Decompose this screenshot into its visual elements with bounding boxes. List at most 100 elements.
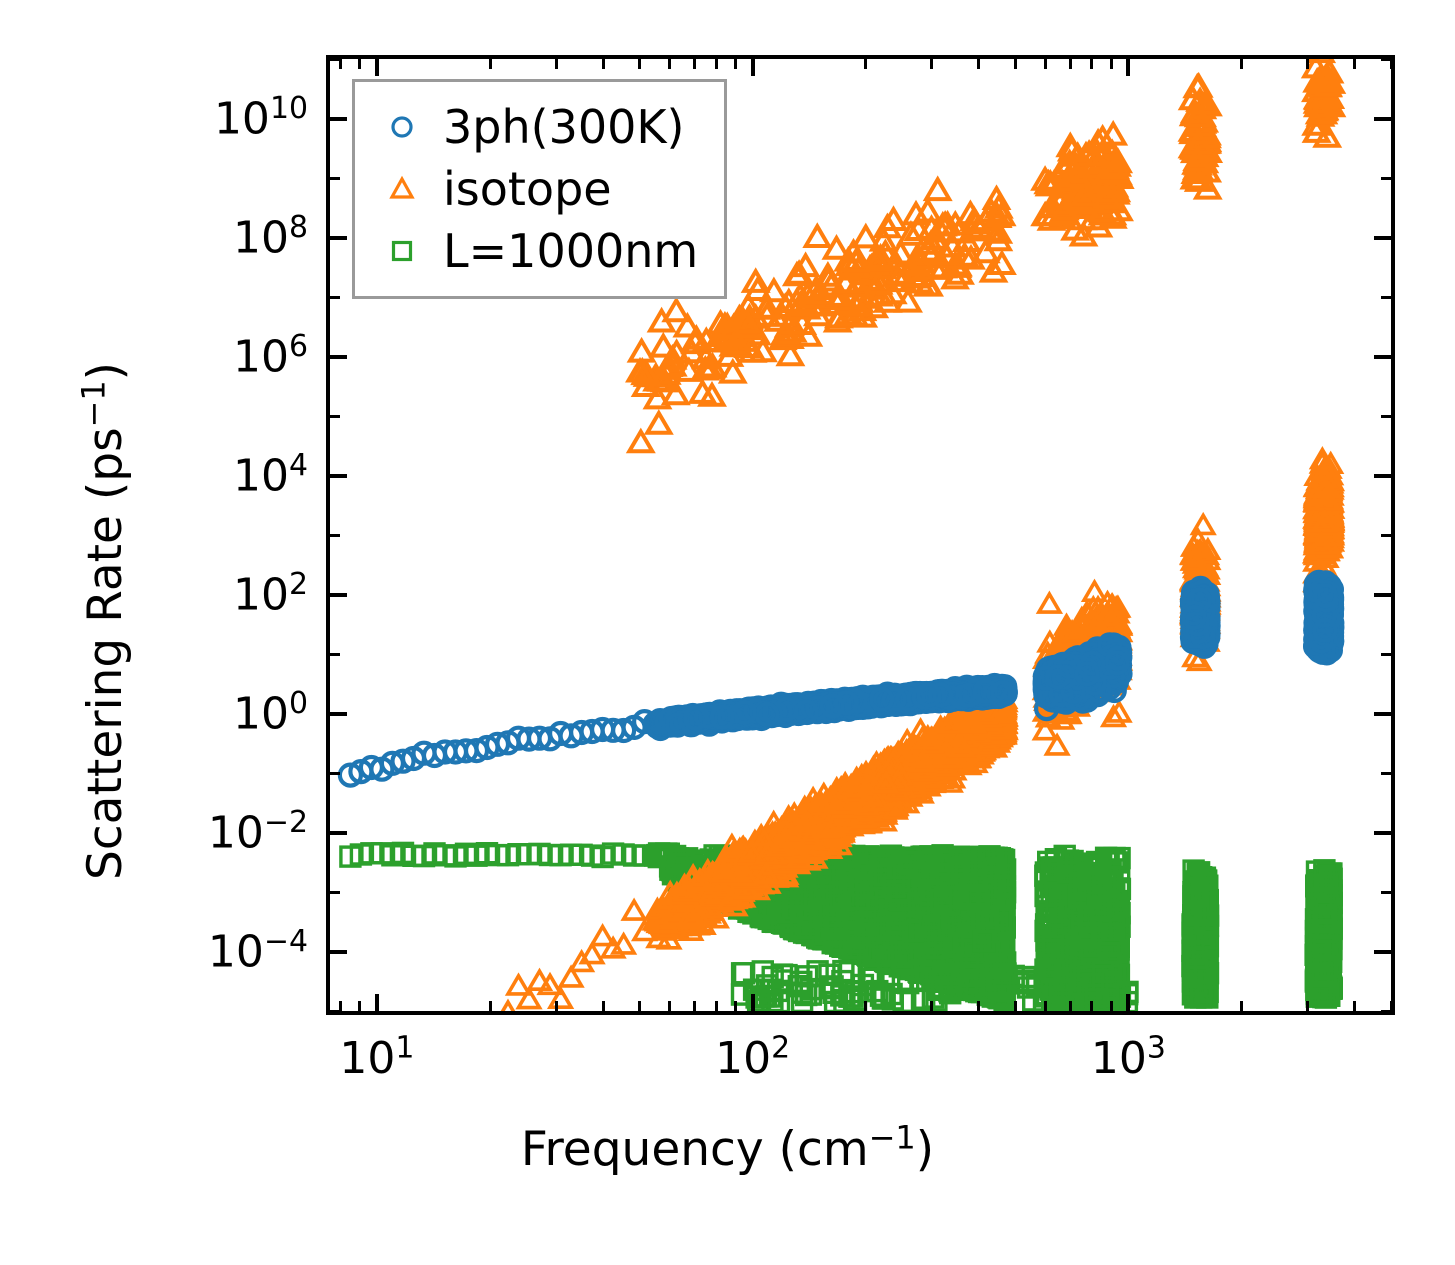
- y-tick-major: [1374, 950, 1391, 954]
- legend-label-isotope: isotope: [443, 162, 612, 216]
- x-tick-minor-top: [555, 59, 558, 69]
- x-tick-minor: [339, 1001, 342, 1011]
- y-tick-label-2: 106: [233, 331, 308, 382]
- x-tick-minor-top: [339, 59, 342, 69]
- x-tick-minor: [555, 1001, 558, 1011]
- y-tick-major-left: [330, 593, 347, 597]
- y-tick-minor: [330, 534, 340, 537]
- x-tick-label-2: 103: [1091, 1033, 1166, 1084]
- x-tick-minor: [1390, 1001, 1393, 1011]
- legend-label-3ph: 3ph(300K): [443, 100, 684, 154]
- y-tick-major: [1374, 236, 1391, 240]
- x-tick-minor: [1306, 1001, 1309, 1011]
- x-tick-minor: [1014, 1001, 1017, 1011]
- y-tick-major-left: [330, 831, 347, 835]
- x-tick-minor-top: [1090, 59, 1093, 69]
- x-tick-minor-top: [1240, 59, 1243, 69]
- y-tick-minor-right: [1381, 653, 1391, 656]
- x-tick-minor-top: [1069, 59, 1072, 69]
- y-tick-major-left: [330, 117, 347, 121]
- x-tick-minor-top: [602, 59, 605, 69]
- x-tick-minor-top: [1353, 59, 1356, 69]
- y-tick-minor-right: [1381, 534, 1391, 537]
- x-tick-major: [751, 994, 755, 1011]
- x-tick-minor-top: [1014, 59, 1017, 69]
- x-tick-minor-top: [358, 59, 361, 69]
- x-tick-minor-top: [715, 59, 718, 69]
- x-tick-major: [1126, 994, 1130, 1011]
- y-tick-label-0: 1010: [214, 93, 308, 144]
- x-tick-minor-top: [864, 59, 867, 69]
- y-tick-major-left: [330, 950, 347, 954]
- y-axis-label: Scattering Rate (ps−1): [78, 362, 133, 880]
- y-tick-minor: [330, 772, 340, 775]
- square-open-icon: [371, 236, 433, 266]
- x-tick-minor-top: [977, 59, 980, 69]
- y-tick-label-3: 104: [233, 450, 308, 501]
- x-tick-minor: [864, 1001, 867, 1011]
- y-tick-label-7: 10−4: [208, 926, 308, 977]
- y-tick-major: [1374, 712, 1391, 716]
- x-tick-minor: [1240, 1001, 1243, 1011]
- y-tick-minor: [330, 415, 340, 418]
- x-tick-minor-top: [668, 59, 671, 69]
- y-tick-major-left: [330, 474, 347, 478]
- circle-open-icon: [371, 112, 433, 142]
- y-tick-minor-right: [1381, 415, 1391, 418]
- x-tick-minor-top: [693, 59, 696, 69]
- y-tick-minor: [330, 177, 340, 180]
- x-tick-minor: [715, 1001, 718, 1011]
- x-tick-minor-top: [930, 59, 933, 69]
- legend-item-boundary[interactable]: L=1000nm: [371, 220, 698, 282]
- y-tick-major: [1374, 355, 1391, 359]
- y-tick-major: [1374, 593, 1391, 597]
- x-tick-minor: [693, 1001, 696, 1011]
- y-tick-major-left: [330, 355, 347, 359]
- x-tick-minor: [489, 1001, 492, 1011]
- y-tick-minor-right: [1381, 891, 1391, 894]
- y-tick-minor-right: [1381, 177, 1391, 180]
- y-tick-major: [1374, 117, 1391, 121]
- x-tick-minor-top: [489, 59, 492, 69]
- x-axis-label: Frequency (cm−1): [0, 1122, 1455, 1177]
- y-tick-major: [1374, 474, 1391, 478]
- x-tick-minor-top: [1110, 59, 1113, 69]
- y-tick-label-1: 108: [233, 212, 308, 263]
- legend: 3ph(300K) isotope L=1000nm: [352, 79, 727, 299]
- y-tick-major: [1374, 831, 1391, 835]
- x-tick-minor: [1110, 1001, 1113, 1011]
- y-tick-major-left: [330, 712, 347, 716]
- x-tick-minor: [1069, 1001, 1072, 1011]
- x-tick-minor-top: [638, 59, 641, 69]
- x-tick-minor-top: [1390, 59, 1393, 69]
- x-tick-major: [375, 994, 379, 1011]
- x-tick-major-top: [751, 59, 755, 76]
- x-tick-minor: [638, 1001, 641, 1011]
- y-tick-minor: [330, 891, 340, 894]
- x-tick-minor: [930, 1001, 933, 1011]
- x-tick-minor: [358, 1001, 361, 1011]
- y-tick-label-6: 10−2: [208, 807, 308, 858]
- x-tick-minor: [734, 1001, 737, 1011]
- x-tick-minor: [668, 1001, 671, 1011]
- x-tick-major-top: [375, 59, 379, 76]
- x-tick-minor-top: [1044, 59, 1047, 69]
- scatter-figure: Scattering Rate (ps−1) Frequency (cm−1) …: [0, 0, 1455, 1265]
- x-tick-minor: [977, 1001, 980, 1011]
- y-tick-minor-right: [1381, 296, 1391, 299]
- x-tick-major-top: [1126, 59, 1130, 76]
- x-tick-minor: [1353, 1001, 1356, 1011]
- legend-label-boundary: L=1000nm: [443, 224, 698, 278]
- triangle-open-icon: [371, 174, 433, 204]
- legend-item-3ph[interactable]: 3ph(300K): [371, 96, 698, 158]
- x-tick-minor-top: [734, 59, 737, 69]
- x-tick-minor: [1044, 1001, 1047, 1011]
- y-tick-label-4: 102: [233, 569, 308, 620]
- x-tick-label-0: 101: [339, 1033, 414, 1084]
- y-tick-minor: [330, 296, 340, 299]
- legend-item-isotope[interactable]: isotope: [371, 158, 698, 220]
- y-tick-label-5: 100: [233, 688, 308, 739]
- y-tick-major-left: [330, 236, 347, 240]
- x-tick-minor: [602, 1001, 605, 1011]
- y-tick-minor-right: [1381, 772, 1391, 775]
